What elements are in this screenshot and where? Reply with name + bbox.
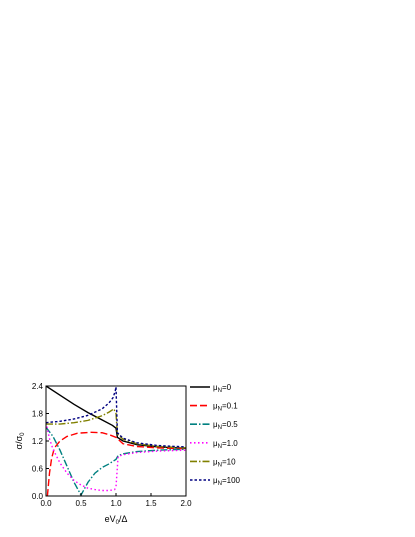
x-tick-label-4: 2.0	[180, 499, 192, 508]
series-line-5	[46, 407, 186, 449]
series-line-3	[46, 426, 186, 496]
y-tick-label-4: 2.4	[32, 382, 44, 391]
series-layer	[46, 386, 186, 496]
y-tick-label-1: 0.6	[32, 465, 44, 474]
x-tick-label-0: 0.0	[40, 499, 52, 508]
x-tick-label-1: 0.5	[75, 499, 87, 508]
legend-label-2: μN=0.1	[213, 402, 238, 413]
y-axis-label: σ/σ0	[14, 432, 26, 450]
legend-label-4: μN=1.0	[213, 439, 238, 450]
y-tick-label-2: 1.2	[32, 437, 44, 446]
legend-label-6: μN=100	[213, 476, 241, 487]
legend-label-1: μN=0	[213, 383, 232, 394]
legend-label-3: μN=0.5	[213, 420, 238, 431]
x-tick-label-2: 1.0	[110, 499, 122, 508]
x-tick-label-3: 1.5	[145, 499, 157, 508]
legend: μN=0 μN=0.1 μN=0.5 μN=1.0 μN=10 μN=100	[190, 383, 241, 487]
series-line-1	[46, 386, 186, 450]
series-line-4	[46, 422, 186, 492]
x-axis-label: eV0/Δ	[105, 514, 128, 526]
series-line-2	[46, 431, 186, 496]
y-tick-label-0: 0.0	[32, 492, 44, 501]
ticks-layer: 0.0 0.5 1.0 1.5 2.0 0.0 0.6 1.2 1.8 2.4	[32, 382, 192, 508]
series-line-6	[46, 386, 186, 448]
y-tick-label-3: 1.8	[32, 410, 44, 419]
legend-label-5: μN=10	[213, 457, 236, 468]
